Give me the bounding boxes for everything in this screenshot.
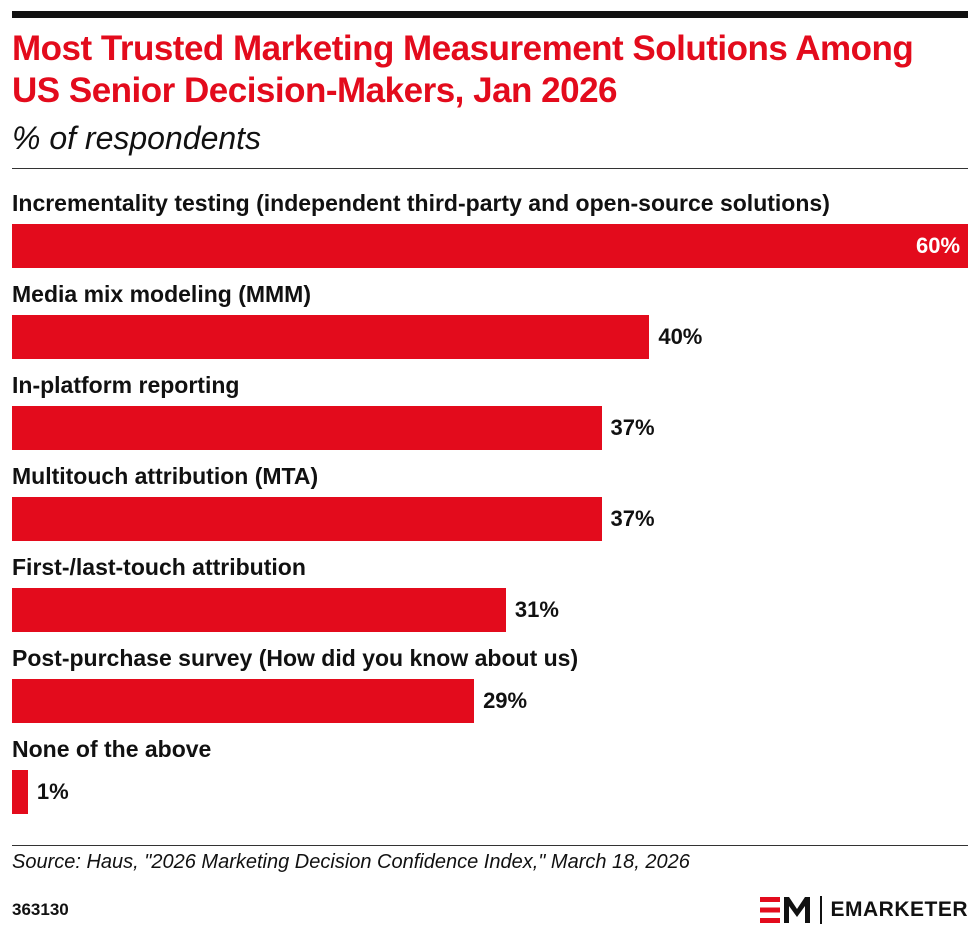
bar xyxy=(12,679,475,723)
category-label: Multitouch attribution (MTA) xyxy=(12,463,319,489)
emarketer-logo: EMARKETER xyxy=(760,894,968,926)
source-note: Source: Haus, "2026 Marketing Decision C… xyxy=(12,851,690,873)
header-divider xyxy=(12,168,968,169)
chart-id: 363130 xyxy=(12,900,69,919)
value-label: 29% xyxy=(483,688,528,713)
footer-divider xyxy=(12,845,968,846)
category-label: First-/last-touch attribution xyxy=(12,554,306,580)
category-label: Media mix modeling (MMM) xyxy=(12,281,311,307)
bar xyxy=(12,406,602,450)
value-label: 60% xyxy=(916,233,961,258)
bar xyxy=(12,224,968,268)
bar xyxy=(12,770,28,814)
value-label: 37% xyxy=(610,415,655,440)
category-label: Post-purchase survey (How did you know a… xyxy=(12,645,579,671)
category-label: In-platform reporting xyxy=(12,372,240,398)
value-label: 31% xyxy=(514,597,559,622)
category-label: None of the above xyxy=(12,736,212,762)
chart-subtitle: % of respondents xyxy=(12,120,262,156)
bar xyxy=(12,315,650,359)
logo-divider xyxy=(820,896,823,924)
bar xyxy=(12,588,506,632)
bar xyxy=(12,497,602,541)
top-rule xyxy=(12,11,968,18)
chart-title: Most Trusted Marketing Measurement Solut… xyxy=(12,29,914,110)
value-label: 40% xyxy=(658,324,703,349)
value-label: 1% xyxy=(36,779,69,804)
em-logo-icon xyxy=(760,897,811,923)
value-label: 37% xyxy=(610,506,655,531)
category-label: Incrementality testing (independent thir… xyxy=(12,190,830,216)
brand-name: EMARKETER xyxy=(830,898,968,921)
